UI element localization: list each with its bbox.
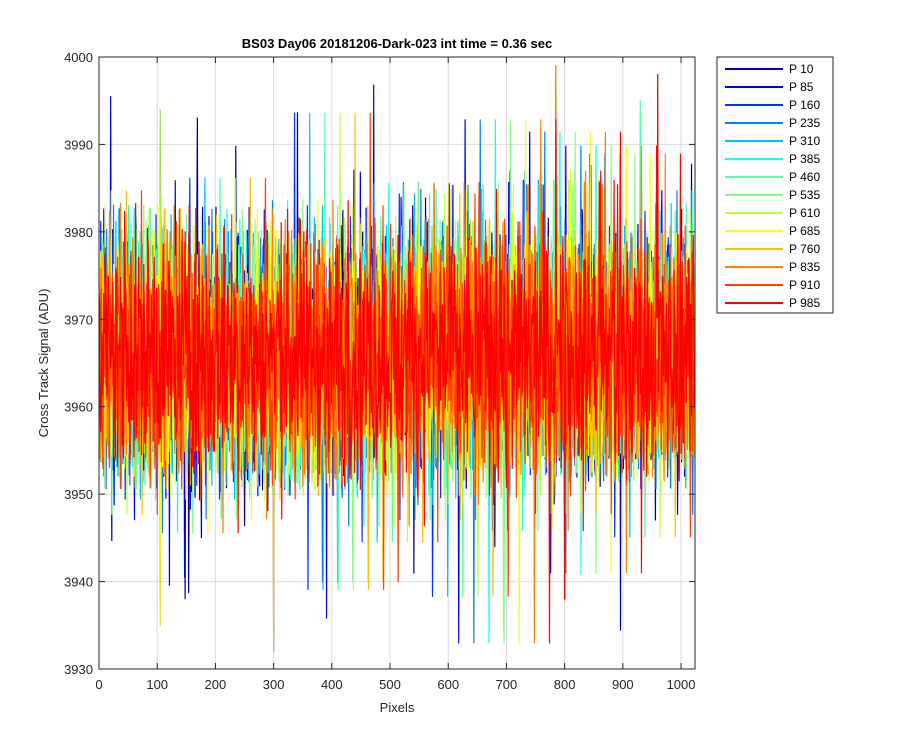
y-tick-label: 4000: [64, 50, 93, 65]
x-tick-label: 700: [496, 677, 518, 692]
legend-label: P 460: [789, 170, 820, 184]
x-tick-label: 500: [379, 677, 401, 692]
y-tick-label: 3970: [64, 312, 93, 327]
x-tick-label: 600: [437, 677, 459, 692]
x-tick-label: 300: [263, 677, 285, 692]
legend-label: P 835: [789, 260, 820, 274]
legend-label: P 160: [789, 98, 820, 112]
y-tick-label: 3960: [64, 400, 93, 415]
axis-ticks: 0 100 200 300 400 500 600 700 800 900 1000 3930 3940…: [64, 50, 695, 692]
series-lines: [99, 65, 695, 653]
y-tick-label: 3980: [64, 225, 93, 240]
legend-label: P 985: [789, 296, 820, 310]
legend-label: P 385: [789, 152, 820, 166]
x-tick-label: 0: [95, 677, 102, 692]
x-tick-label: 400: [321, 677, 343, 692]
y-tick-label: 3930: [64, 662, 93, 677]
legend-label: P 235: [789, 116, 820, 130]
y-tick-label: 3990: [64, 137, 93, 152]
y-tick-label: 3940: [64, 575, 93, 590]
legend-entries: P 10 P 85 P 160 P 235 P 310 P 385 P 460 P 535 P …: [725, 62, 820, 310]
x-tick-label: 200: [205, 677, 227, 692]
chart-title: BS03 Day06 20181206-Dark-023 int time = …: [242, 36, 552, 51]
legend-box: [716, 56, 834, 314]
plot-frame: [98, 56, 696, 670]
legend: P 10 P 85 P 160 P 235 P 310 P 385 P 460 P 535 P …: [716, 56, 834, 314]
legend-label: P 760: [789, 242, 820, 256]
series-line: [99, 73, 695, 644]
legend-label: P 685: [789, 224, 820, 238]
legend-label: P 310: [789, 134, 820, 148]
legend-label: P 85: [789, 80, 814, 94]
legend-label: P 610: [789, 206, 820, 220]
x-axis-label: Pixels: [380, 700, 415, 715]
x-tick-label: 1000: [667, 677, 696, 692]
x-tick-label: 900: [612, 677, 634, 692]
y-axis-label: Cross Track Signal (ADU): [36, 289, 51, 438]
legend-label: P 535: [789, 188, 820, 202]
y-tick-label: 3950: [64, 487, 93, 502]
x-tick-label: 100: [146, 677, 168, 692]
legend-label: P 10: [789, 62, 814, 76]
x-tick-label: 800: [554, 677, 576, 692]
legend-label: P 910: [789, 278, 820, 292]
